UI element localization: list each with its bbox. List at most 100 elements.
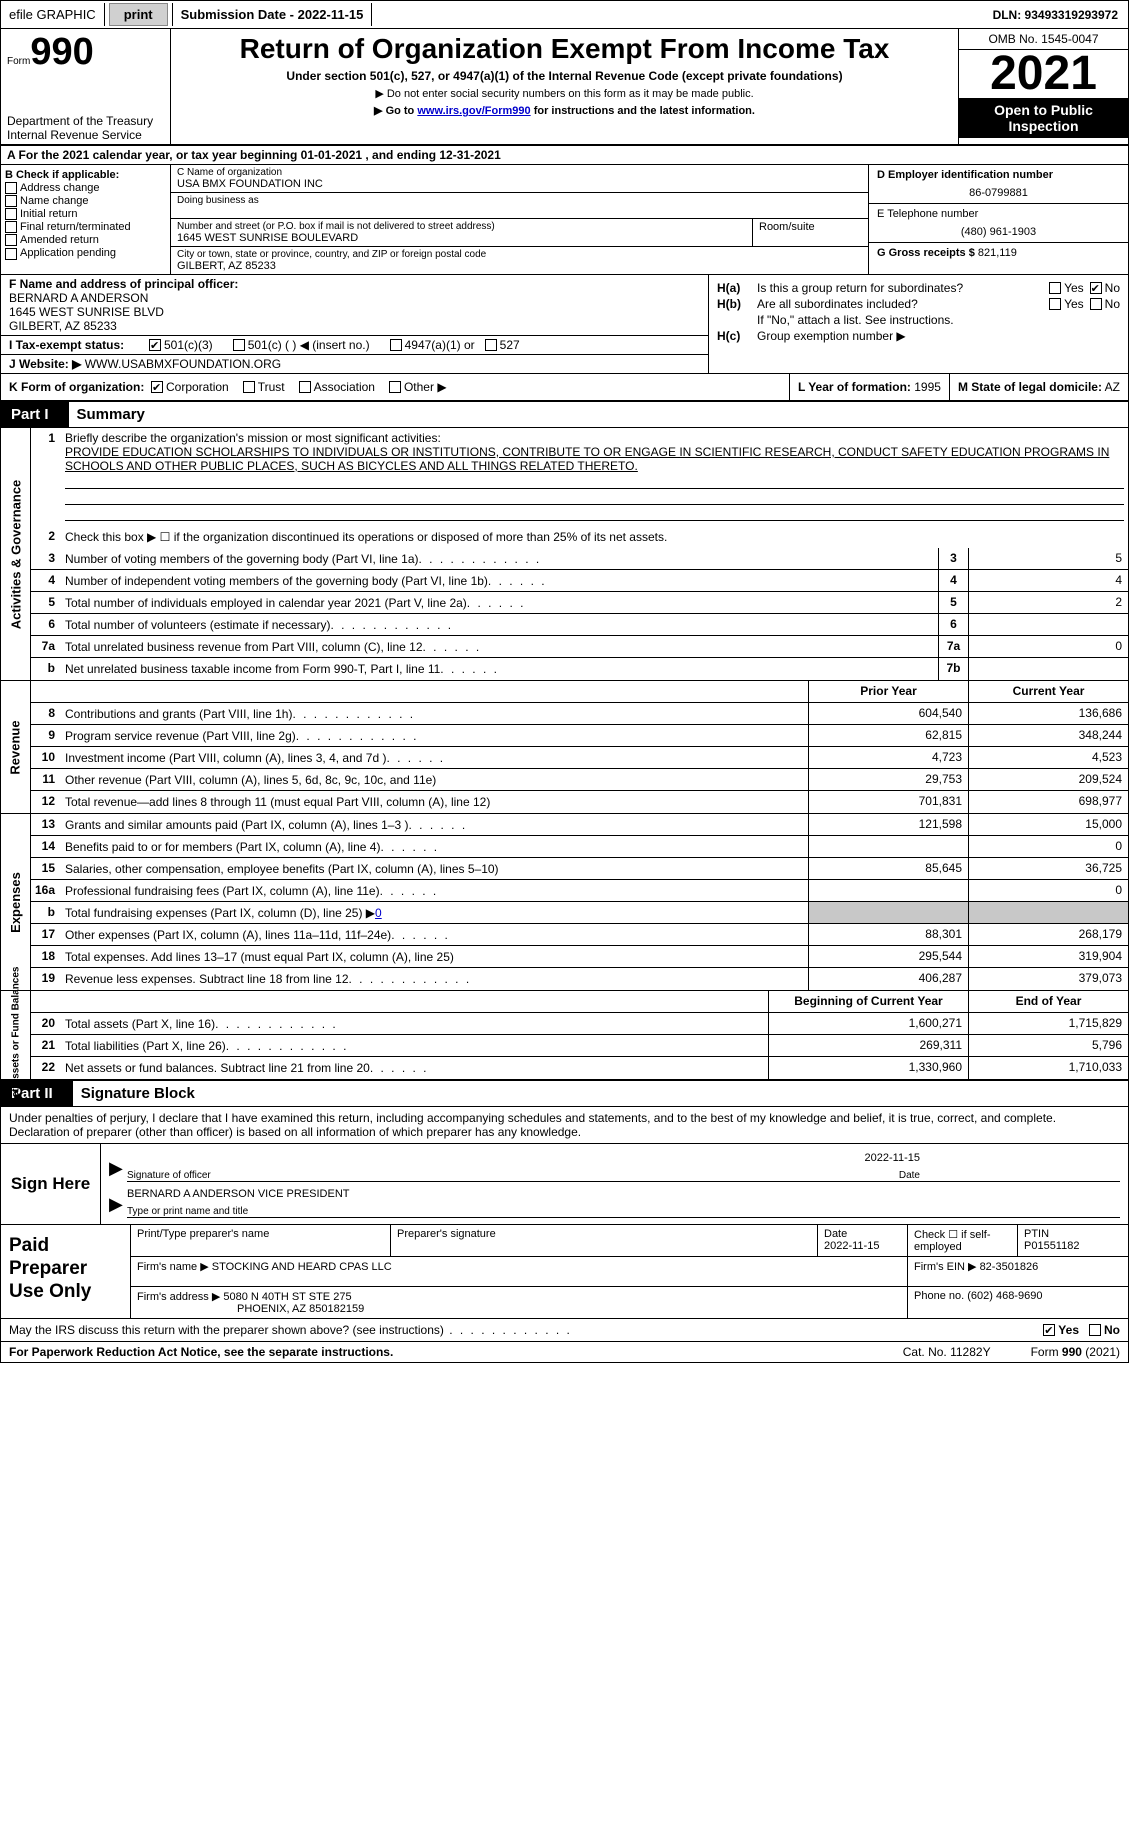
form-id-box: Form990 Department of the Treasury Inter… [1,29,171,144]
chk-501c3[interactable] [149,339,161,351]
dept-treasury: Department of the Treasury [7,114,164,128]
prep-sig-h: Preparer's signature [391,1225,818,1256]
part2-bar: Part II Signature Block [0,1080,1129,1107]
form-subtitle: Under section 501(c), 527, or 4947(a)(1)… [175,69,954,83]
discuss-row: May the IRS discuss this return with the… [0,1319,1129,1342]
tab-activities: Activities & Governance [8,479,23,629]
officer-signature-line[interactable]: ▶ 2022-11-15 Signature of officer Date [127,1150,1120,1182]
l1-label: Briefly describe the organization's miss… [65,431,1124,445]
ein-value: 86-0799881 [877,187,1120,199]
chk-address[interactable]: Address change [5,182,166,194]
chk-4947[interactable] [390,339,402,351]
discuss-yes[interactable] [1043,1324,1055,1336]
dln: DLN: 93493319293972 [983,4,1128,26]
inspection-badge: Open to Public Inspection [959,98,1128,138]
title-box: Return of Organization Exempt From Incom… [171,29,958,144]
header-note1: ▶ Do not enter social security numbers o… [175,87,954,100]
sec-net-assets: Net Assets or Fund Balances Beginning of… [0,991,1129,1080]
l5: Total number of individuals employed in … [61,592,938,613]
header-note2: ▶ Go to www.irs.gov/Form990 for instruct… [175,104,954,117]
irs-label: Internal Revenue Service [7,128,164,142]
l3: Number of voting members of the governin… [61,548,938,569]
prep-name-h: Print/Type preparer's name [131,1225,391,1256]
ha-yes[interactable] [1049,282,1061,294]
chk-name[interactable]: Name change [5,195,166,207]
city-label: City or town, state or province, country… [177,249,862,260]
tax-year: 2021 [959,50,1128,98]
chk-assoc[interactable] [299,381,311,393]
form-header: Form990 Department of the Treasury Inter… [0,29,1129,146]
chk-pending[interactable]: Application pending [5,247,166,259]
i-tax-status: I Tax-exempt status: 501(c)(3) 501(c) ( … [1,336,708,355]
ein-label: D Employer identification number [877,169,1120,181]
gross-label: G Gross receipts $ [877,247,975,259]
room-label: Room/suite [752,219,862,246]
tab-net-assets: Net Assets or Fund Balances [10,966,21,1104]
efile-label: efile GRAPHIC [1,3,105,26]
chk-amended[interactable]: Amended return [5,234,166,246]
gross-value: 821,119 [978,247,1017,259]
chk-trust[interactable] [243,381,255,393]
hb-no[interactable] [1090,298,1102,310]
l7b: Net unrelated business taxable income fr… [61,658,938,680]
paid-preparer-label: Paid Preparer Use Only [1,1225,131,1318]
officer-name-line: ▶ BERNARD A ANDERSON VICE PRESIDENT Type… [127,1186,1120,1218]
phone-label: E Telephone number [877,208,1120,220]
chk-initial[interactable]: Initial return [5,208,166,220]
arrow-icon: ▶ [109,1158,123,1179]
tab-revenue: Revenue [8,720,23,774]
chk-527[interactable] [485,339,497,351]
sec-expenses: Expenses 13Grants and similar amounts pa… [0,814,1129,991]
j-website: J Website: ▶ WWW.USABMXFOUNDATION.ORG [1,355,708,373]
form-word: Form [7,56,30,67]
h-group-return: H(a) Is this a group return for subordin… [708,275,1128,373]
discuss-no[interactable] [1089,1324,1101,1336]
l7a: Total unrelated business revenue from Pa… [61,636,938,657]
tab-expenses: Expenses [8,872,23,933]
officer-group-grid: F Name and address of principal officer:… [0,275,1129,374]
chk-final[interactable]: Final return/terminated [5,221,166,233]
hdr-curr: Current Year [968,681,1128,702]
col-d-ids: D Employer identification number 86-0799… [868,165,1128,274]
hdr-prior: Prior Year [808,681,968,702]
org-name-label: C Name of organization [177,167,862,178]
year-box: OMB No. 1545-0047 2021 Open to Public In… [958,29,1128,144]
col-c-org: C Name of organization USA BMX FOUNDATIO… [171,165,868,274]
b-label: B Check if applicable: [5,169,166,181]
footer: For Paperwork Reduction Act Notice, see … [0,1342,1129,1363]
paid-preparer-block: Paid Preparer Use Only Print/Type prepar… [0,1225,1129,1319]
chk-other[interactable] [389,381,401,393]
part1-bar: Part I Summary [0,401,1129,428]
sec-revenue: Revenue Prior YearCurrent Year 8Contribu… [0,681,1129,814]
l2: Check this box ▶ ☐ if the organization d… [61,526,1128,548]
l1-mission: PROVIDE EDUCATION SCHOLARSHIPS TO INDIVI… [65,445,1124,473]
chk-501c[interactable] [233,339,245,351]
l6: Total number of volunteers (estimate if … [61,614,938,635]
top-bar: efile GRAPHIC print Submission Date - 20… [0,0,1129,29]
org-name: USA BMX FOUNDATION INC [177,178,862,190]
sec-activities: Activities & Governance 1 Briefly descri… [0,428,1129,681]
street-label: Number and street (or P.O. box if mail i… [177,221,752,232]
city-state-zip: GILBERT, AZ 85233 [177,260,862,272]
l4: Number of independent voting members of … [61,570,938,591]
dba-label: Doing business as [177,195,862,206]
sign-here-block: Sign Here ▶ 2022-11-15 Signature of offi… [0,1144,1129,1225]
irs-link[interactable]: www.irs.gov/Form990 [417,105,530,117]
sign-here-label: Sign Here [1,1144,101,1224]
col-b-checkboxes: B Check if applicable: Address change Na… [1,165,171,274]
ha-no[interactable] [1090,282,1102,294]
hb-yes[interactable] [1049,298,1061,310]
row-klm: K Form of organization: Corporation Trus… [0,374,1129,401]
chk-corp[interactable] [151,381,163,393]
f-officer: F Name and address of principal officer:… [1,275,708,336]
form-number: 990 [30,31,93,73]
self-emp[interactable]: Check ☐ if self-employed [908,1225,1018,1256]
identity-grid: B Check if applicable: Address change Na… [0,165,1129,275]
print-button[interactable]: print [109,3,168,26]
arrow-icon: ▶ [109,1194,123,1215]
form-title: Return of Organization Exempt From Incom… [175,33,954,65]
phone-value: (480) 961-1903 [877,226,1120,238]
submission-date: Submission Date - 2022-11-15 [172,3,373,26]
row-a-period: A For the 2021 calendar year, or tax yea… [0,146,1129,165]
street-address: 1645 WEST SUNRISE BOULEVARD [177,232,752,244]
